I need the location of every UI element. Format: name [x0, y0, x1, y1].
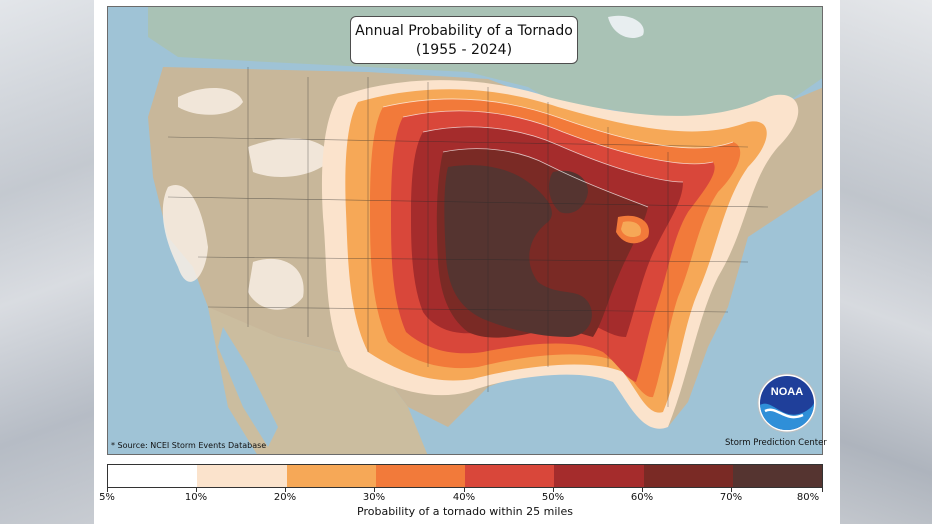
light-zone-northwest: [178, 87, 243, 115]
band-70-80-midwest: [548, 170, 588, 214]
map-title-box: Annual Probability of a Tornado (1955 - …: [350, 16, 578, 64]
credit-text: Storm Prediction Center: [725, 438, 827, 448]
noaa-logo-text: NOAA: [771, 386, 803, 398]
legend-colorbar: [107, 464, 823, 488]
background-right-panel: [840, 0, 932, 524]
light-zone-california: [162, 185, 208, 282]
gulf-of-california: [218, 327, 278, 447]
probability-contours: [382, 98, 734, 208]
legend-tick: [553, 488, 554, 492]
legend-tick: [107, 488, 108, 492]
legend-tick: [464, 488, 465, 492]
legend-segment: [465, 465, 555, 487]
map-canvas: [108, 7, 822, 454]
map-date-range: (1955 - 2024): [415, 42, 513, 58]
light-zone-rockies: [248, 138, 333, 177]
legend-segment: [643, 465, 733, 487]
legend-tick-label: 20%: [273, 492, 297, 503]
legend-tick-label: 30%: [362, 492, 386, 503]
legend-tick: [822, 488, 823, 492]
band-70-80-plains: [444, 165, 592, 337]
legend-tick-label: 40%: [452, 492, 476, 503]
background-left-panel: [0, 0, 94, 524]
legend-tick-label: 80%: [796, 492, 820, 503]
legend-segment: [286, 465, 376, 487]
legend-tick: [196, 488, 197, 492]
legend-tick: [731, 488, 732, 492]
source-note: * Source: NCEI Storm Events Database: [111, 441, 267, 450]
legend-segment: [732, 465, 822, 487]
legend-tick: [642, 488, 643, 492]
legend-segment: [554, 465, 644, 487]
map-title: Annual Probability of a Tornado: [355, 23, 573, 39]
legend-axis-label: Probability of a tornado within 25 miles: [357, 505, 573, 518]
light-zone-southwest: [248, 258, 304, 310]
appalachian-lowest-zone: [621, 221, 642, 237]
legend-segment: [108, 465, 198, 487]
legend-tick-label: 50%: [541, 492, 565, 503]
noaa-logo: NOAA: [757, 373, 817, 433]
legend-segment: [197, 465, 287, 487]
state-boundaries: [167, 67, 769, 407]
legend-tick: [374, 488, 375, 492]
legend-tick-label: 70%: [719, 492, 743, 503]
legend-tick-label: 60%: [630, 492, 654, 503]
legend-tick-label: 5%: [99, 492, 115, 503]
hudson-ice: [608, 15, 644, 38]
legend-segment: [375, 465, 465, 487]
legend-tick-label: 10%: [184, 492, 208, 503]
tornado-probability-map: [107, 6, 823, 455]
legend-tick: [285, 488, 286, 492]
